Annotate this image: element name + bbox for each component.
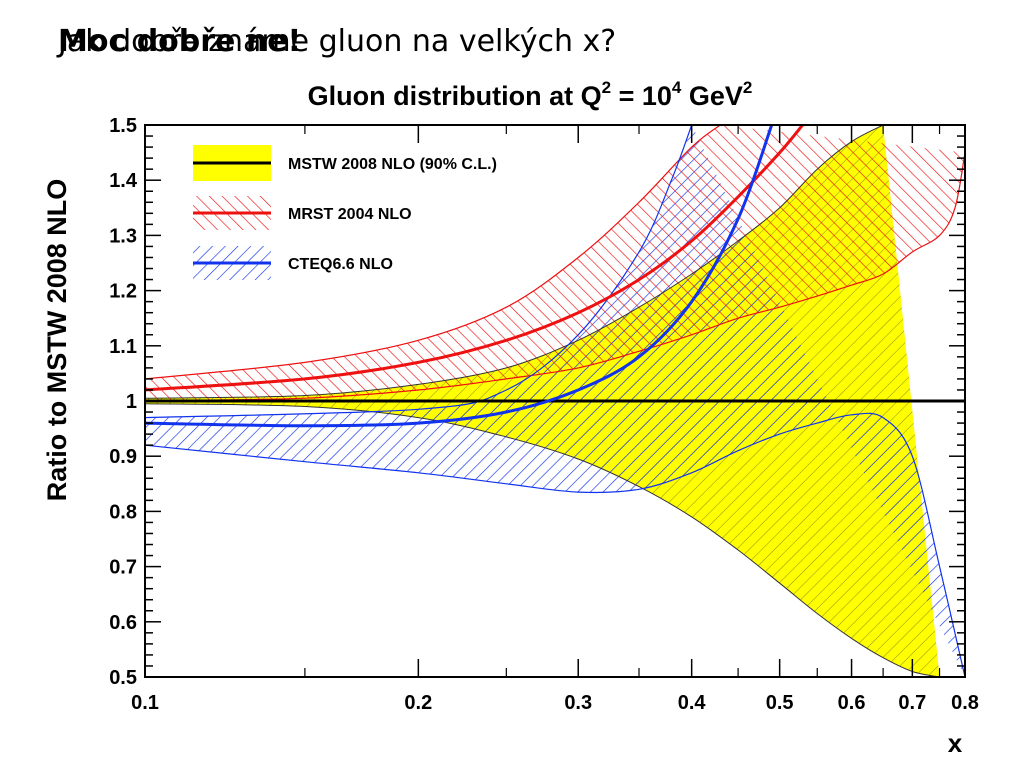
cteq-central-line: [145, 125, 774, 428]
chart-title-part: = 10: [611, 81, 672, 111]
chart-title-text: Gluon distribution at Q2 = 104 GeV2: [308, 78, 753, 111]
slide-title: Jak dobře známe gluon na velkých x? Moc …: [0, 0, 1024, 80]
plot-area: [145, 125, 965, 677]
y-tick-label: 1.2: [109, 281, 137, 303]
chart-title-superscript: 2: [743, 78, 752, 97]
legend-label-mstw: MSTW 2008 NLO (90% C.L.): [288, 156, 497, 173]
y-tick-label: 0.9: [109, 446, 137, 468]
y-tick-label: 1.4: [109, 170, 138, 192]
legend-label-mrst: MRST 2004 NLO: [288, 206, 412, 223]
chart-title: Gluon distribution at Q2 = 104 GeV2: [308, 78, 753, 111]
y-tick-label: 1.3: [109, 225, 137, 247]
mstw-band-edge: [145, 125, 940, 677]
axes: 0.5 0.6 0.7 0.8 0.9 1 1.1 1.2 1.3 1.4 1.5 0.1 0.2 0.3…: [109, 115, 979, 714]
y-tick-label: 1.1: [109, 336, 137, 358]
x-tick-label: 0.3: [564, 692, 592, 714]
mrst-band: [145, 125, 965, 401]
slide-title-text-a: Jak dobře známe gluon na velkých x?: [58, 24, 617, 59]
y-axis-label: Ratio to MSTW 2008 NLO: [42, 179, 72, 502]
x-tick-label: 0.5: [766, 692, 794, 714]
y-tick-label: 0.5: [109, 667, 137, 689]
y-tick-label: 1.5: [109, 115, 137, 137]
y-tick-label: 0.6: [109, 612, 137, 634]
slide-title-text-b: Moc dobře ne!: [58, 24, 302, 59]
mrst-band-edge: [145, 125, 965, 402]
cteq-band-edge: [145, 125, 965, 677]
chart-title-part: Gluon distribution at Q: [308, 81, 602, 111]
x-tick-label: 0.4: [678, 692, 707, 714]
mrst-central-line: [145, 125, 804, 392]
x-tick-label: 0.8: [951, 692, 979, 714]
legend: MSTW 2008 NLO (90% C.L.) MRST 2004 NLO C…: [193, 145, 497, 280]
legend-label-cteq: CTEQ6.6 NLO: [288, 256, 393, 273]
y-tick-label: 0.8: [109, 501, 137, 523]
x-tick-label: 0.1: [131, 692, 159, 714]
chart-title-part: GeV: [681, 81, 743, 111]
x-tick-label: 0.6: [838, 692, 866, 714]
chart-title-superscript: 2: [602, 78, 611, 97]
y-tick-label: 0.7: [109, 557, 137, 579]
chart-title-superscript: 4: [672, 78, 682, 97]
x-tick-label: 0.7: [898, 692, 926, 714]
x-axis-label: x: [948, 728, 963, 758]
x-tick-label: 0.2: [404, 692, 432, 714]
y-tick-label: 1: [126, 391, 137, 413]
